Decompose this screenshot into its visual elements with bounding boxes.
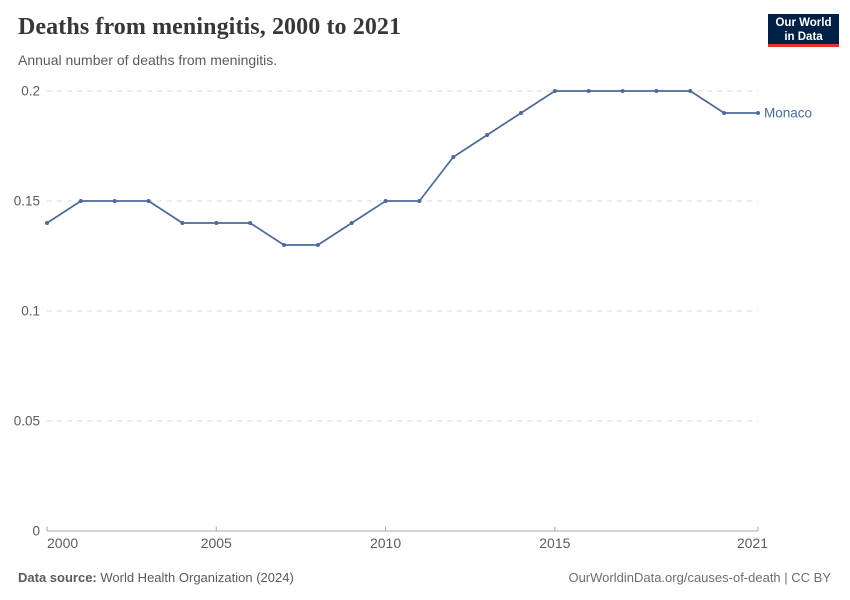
data-point xyxy=(282,243,286,247)
data-point xyxy=(688,89,693,93)
data-point xyxy=(146,199,151,203)
chart-footer: Data source: World Health Organization (… xyxy=(18,570,831,585)
data-point xyxy=(620,89,625,93)
x-axis-tick-label: 2000 xyxy=(47,535,78,551)
data-point xyxy=(112,199,117,203)
y-axis-tick-label: 0.15 xyxy=(14,194,40,209)
data-line xyxy=(46,90,759,246)
y-axis-tick-label: 0.1 xyxy=(21,304,40,319)
data-source-label: Data source: xyxy=(18,570,97,585)
data-point xyxy=(552,89,557,93)
page-title: Deaths from meningitis, 2000 to 2021 xyxy=(18,14,402,40)
owid-logo-line1: Our World xyxy=(775,17,832,29)
data-point xyxy=(214,221,219,225)
chart-subtitle: Annual number of deaths from meningitis. xyxy=(18,52,278,68)
y-axis-tick-label: 0 xyxy=(32,524,40,539)
data-point xyxy=(586,89,591,93)
owid-logo-line2: in Data xyxy=(784,31,823,43)
data-point xyxy=(417,199,422,203)
data-point xyxy=(180,221,185,225)
data-point xyxy=(315,243,320,247)
series-label-monaco: Monaco xyxy=(764,105,813,121)
x-axis-tick-label: 2021 xyxy=(737,535,768,551)
data-point xyxy=(45,221,49,225)
x-axis-tick-label: 2010 xyxy=(370,535,401,551)
data-source-text: World Health Organization (2024) xyxy=(96,570,294,585)
credit-line: OurWorldinData.org/causes-of-death | CC … xyxy=(568,570,831,585)
data-point xyxy=(654,89,659,93)
data-point xyxy=(78,199,83,203)
x-axis-tick-label: 2015 xyxy=(539,535,570,551)
y-axis-tick-label: 0.2 xyxy=(21,84,40,99)
y-axis-tick-label: 0.05 xyxy=(14,414,40,429)
data-point xyxy=(519,111,523,115)
data-point xyxy=(248,221,253,225)
data-source-note: Data source: World Health Organization (… xyxy=(18,570,294,585)
data-point xyxy=(349,221,354,225)
data-point xyxy=(722,111,727,115)
data-point xyxy=(756,111,760,115)
owid-logo: Our World in Data xyxy=(768,14,839,47)
x-axis-tick-label: 2005 xyxy=(201,535,232,551)
data-point xyxy=(383,199,388,203)
data-point xyxy=(451,155,456,159)
data-point xyxy=(485,133,490,137)
